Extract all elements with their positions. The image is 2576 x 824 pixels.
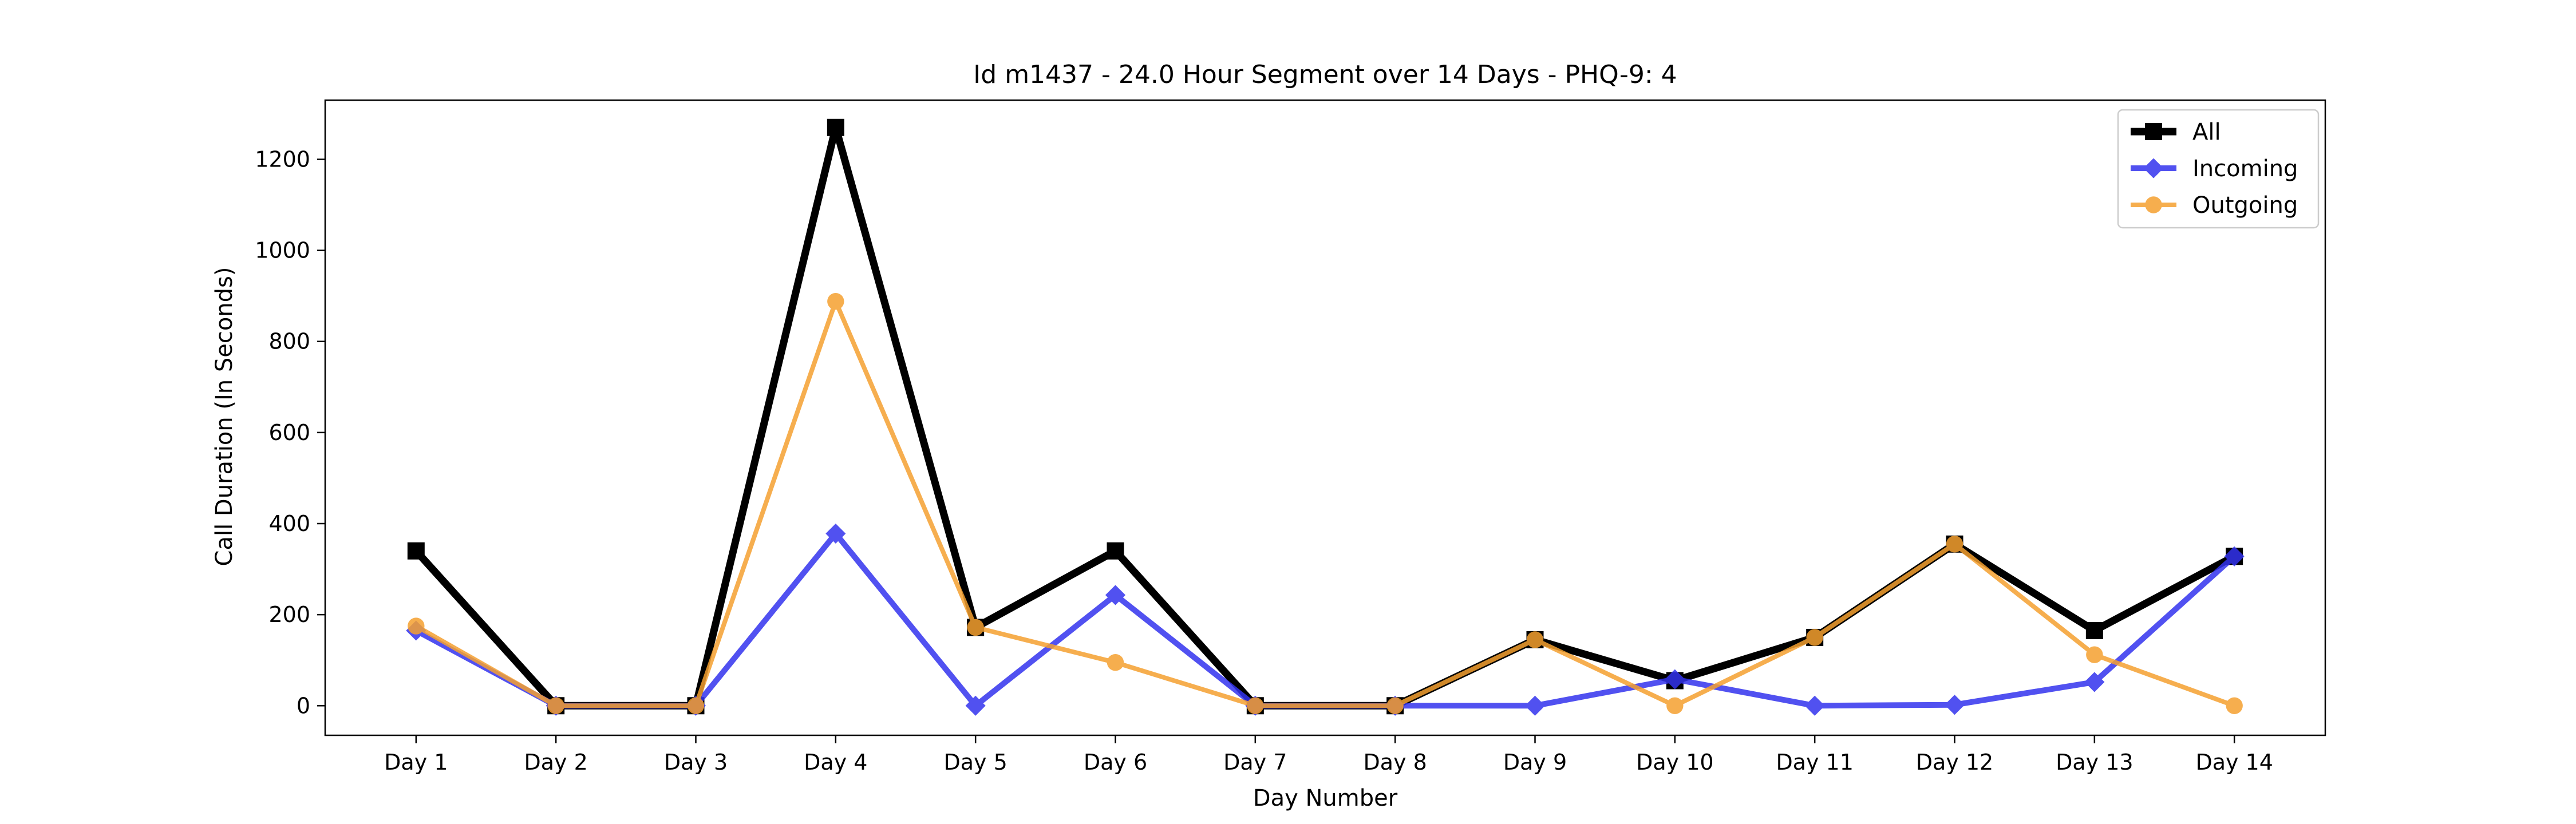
data-point-outgoing bbox=[2226, 697, 2243, 714]
plot-frame bbox=[324, 99, 2326, 736]
data-point-incoming bbox=[825, 523, 846, 544]
data-point-incoming bbox=[1804, 695, 1825, 716]
legend-marker-incoming bbox=[2143, 158, 2164, 179]
data-point-outgoing bbox=[547, 697, 564, 714]
x-tick-label: Day 5 bbox=[944, 750, 1008, 775]
x-tick-label: Day 2 bbox=[524, 750, 588, 775]
data-point-outgoing bbox=[1107, 653, 1124, 671]
data-point-outgoing bbox=[687, 697, 705, 714]
data-point-outgoing bbox=[1806, 629, 1823, 646]
data-point-outgoing bbox=[1666, 697, 1684, 714]
x-tick-label: Day 8 bbox=[1364, 750, 1427, 775]
data-point-incoming bbox=[2224, 546, 2245, 566]
x-tick-label: Day 14 bbox=[2195, 750, 2273, 775]
y-tick-label: 600 bbox=[268, 420, 310, 445]
x-tick-label: Day 11 bbox=[1776, 750, 1853, 775]
axis-ticks: Day 1 Day 2 Day 3 Day 4 Day 5 Day 6 Day 7 Day 8… bbox=[255, 146, 2273, 775]
y-tick-label: 0 bbox=[297, 693, 310, 718]
series-group bbox=[406, 118, 2245, 716]
y-tick-label: 1200 bbox=[255, 146, 310, 172]
legend-box bbox=[2117, 109, 2320, 229]
data-point-all bbox=[827, 118, 844, 136]
data-point-outgoing bbox=[408, 617, 425, 635]
x-tick-label: Day 13 bbox=[2056, 750, 2133, 775]
series-line-outgoing bbox=[414, 299, 2235, 708]
x-axis-label: Day Number bbox=[1253, 785, 1398, 811]
data-point-incoming bbox=[1665, 669, 1685, 690]
data-point-outgoing bbox=[2086, 646, 2103, 663]
x-tick-label: Day 12 bbox=[1916, 750, 1993, 775]
data-point-all bbox=[407, 542, 425, 560]
y-tick-label: 200 bbox=[268, 602, 310, 627]
data-point-incoming bbox=[965, 695, 986, 716]
x-tick-label: Day 4 bbox=[804, 750, 867, 775]
y-tick-label: 1000 bbox=[255, 238, 310, 263]
legend-label-incoming: Incoming bbox=[2192, 156, 2298, 182]
x-tick-label: Day 10 bbox=[1636, 750, 1713, 775]
data-point-outgoing bbox=[827, 292, 844, 310]
data-point-outgoing bbox=[967, 619, 984, 636]
x-tick-label: Day 6 bbox=[1084, 750, 1147, 775]
legend: All Incoming Outgoing bbox=[2117, 109, 2320, 229]
series-outgoing bbox=[408, 292, 2243, 714]
data-point-all bbox=[1107, 542, 1124, 560]
x-tick-label: Day 3 bbox=[664, 750, 728, 775]
data-point-outgoing bbox=[1526, 631, 1544, 648]
data-point-outgoing bbox=[1946, 536, 1963, 553]
x-tick-label: Day 9 bbox=[1503, 750, 1567, 775]
data-point-outgoing bbox=[1247, 697, 1264, 714]
x-tick-label: Day 1 bbox=[384, 750, 448, 775]
y-tick-label: 400 bbox=[268, 511, 310, 536]
chart-title: Id m1437 - 24.0 Hour Segment over 14 Day… bbox=[973, 60, 1677, 89]
data-point-outgoing bbox=[1386, 697, 1404, 714]
legend-label-all: All bbox=[2192, 119, 2221, 145]
data-point-incoming bbox=[2084, 672, 2105, 692]
y-axis-label: Call Duration (In Seconds) bbox=[211, 267, 238, 566]
data-point-incoming bbox=[1105, 585, 1126, 605]
legend-item-outgoing bbox=[2131, 196, 2176, 213]
y-tick-label: 800 bbox=[268, 329, 310, 354]
legend-marker-outgoing bbox=[2145, 196, 2162, 213]
data-point-incoming bbox=[1524, 695, 1546, 716]
legend-item-incoming bbox=[2131, 158, 2176, 179]
legend-item-all bbox=[2131, 123, 2176, 140]
legend-label-outgoing: Outgoing bbox=[2192, 192, 2298, 219]
x-tick-label: Day 7 bbox=[1223, 750, 1287, 775]
data-point-incoming bbox=[1944, 695, 1965, 715]
legend-marker-all bbox=[2145, 123, 2162, 140]
data-point-all bbox=[2085, 621, 2103, 639]
